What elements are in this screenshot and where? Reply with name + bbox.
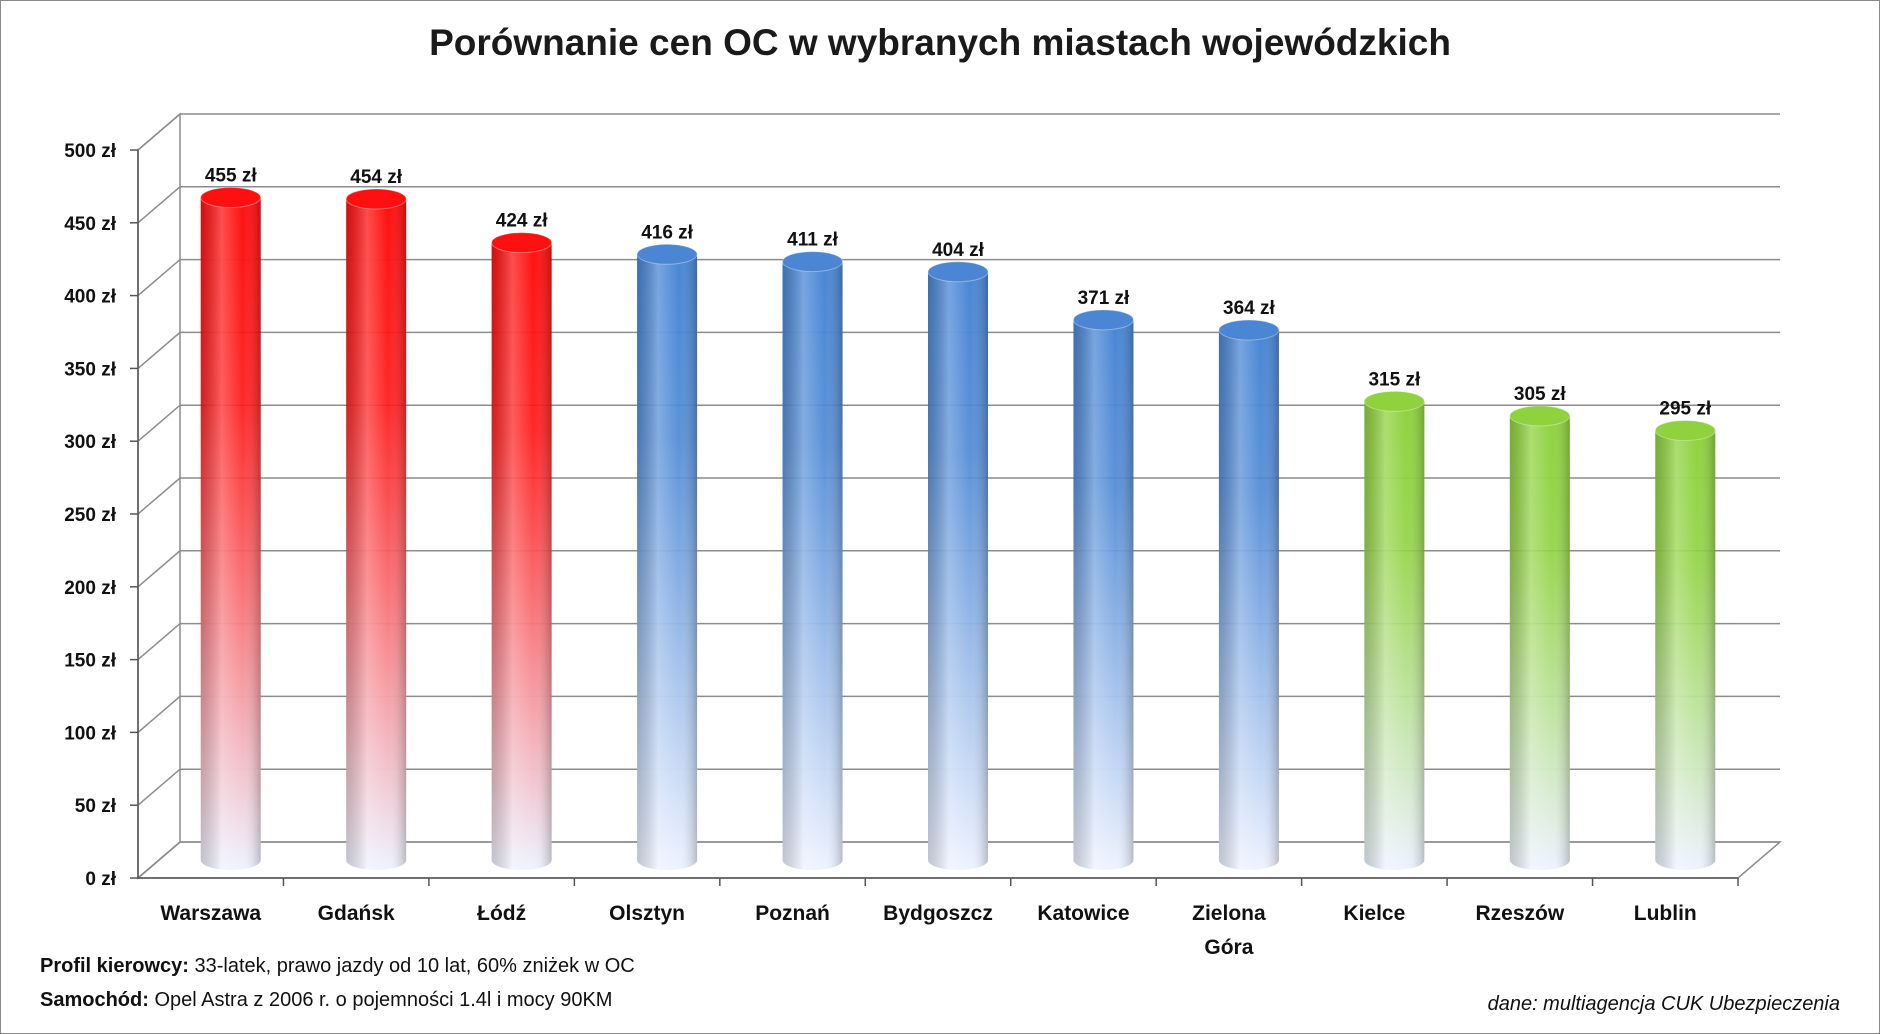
x-tick-label: Zielona	[1192, 902, 1266, 925]
data-label: 305 zł	[1514, 384, 1566, 405]
driver-profile-label: Profil kierowcy:	[40, 955, 189, 977]
data-label: 371 zł	[1078, 288, 1130, 309]
data-label: 424 zł	[496, 211, 548, 232]
x-tick-label: Warszawa	[160, 902, 261, 925]
bar	[782, 251, 844, 871]
car-text: Opel Astra z 2006 r. o pojemności 1.4l i…	[148, 989, 613, 1011]
bar-top	[200, 187, 262, 209]
bar-top	[491, 232, 553, 254]
bar-top	[1509, 405, 1571, 427]
x-tick-label: Łódź	[477, 902, 526, 925]
y-tick-label: 400 zł	[64, 287, 116, 308]
y-tick-label: 0 zł	[85, 869, 116, 890]
x-tick-label: Olsztyn	[609, 902, 685, 925]
driver-profile-text: 33-latek, prawo jazdy od 10 lat, 60% zni…	[188, 955, 635, 977]
bar-top	[1363, 390, 1425, 412]
bar-top	[636, 243, 698, 265]
y-tick-label: 250 zł	[64, 505, 116, 526]
x-tick-label: Bydgoszcz	[883, 902, 993, 925]
y-tick-label: 150 zł	[64, 651, 116, 672]
bar-shading	[346, 198, 407, 870]
bar-shading	[200, 197, 261, 870]
y-tick-label: 50 zł	[75, 796, 117, 817]
data-label: 295 zł	[1659, 398, 1711, 419]
x-tick-label: Gdańsk	[318, 902, 395, 925]
x-tick-label: Góra	[1204, 936, 1253, 959]
x-tick-label: Poznań	[755, 902, 830, 925]
bar-shading	[1073, 319, 1134, 871]
bar-shading	[491, 242, 552, 870]
bar	[1363, 390, 1425, 870]
car-label: Samochód:	[40, 989, 149, 1011]
data-labels: 455 zł 454 zł 424 zł 416 zł 411 zł 404 zł 371 …	[205, 166, 1712, 420]
data-label: 455 zł	[205, 166, 257, 187]
y-tick-label: 500 zł	[64, 141, 116, 162]
bar	[1509, 405, 1571, 870]
x-tick-label: Rzeszów	[1475, 902, 1564, 925]
bar	[491, 232, 553, 870]
bar-shading	[637, 254, 698, 870]
bar	[1072, 309, 1134, 871]
bar-top	[1072, 309, 1134, 331]
y-tick-label: 350 zł	[64, 359, 116, 380]
source-note: dane: multiagencja CUK Ubezpieczenia	[1487, 993, 1840, 1015]
bar-top	[927, 261, 989, 283]
bar-shading	[1218, 330, 1279, 870]
bar	[1218, 319, 1280, 870]
data-label: 315 zł	[1368, 369, 1420, 390]
bar	[636, 243, 698, 870]
y-tick-label: 450 zł	[64, 214, 116, 235]
chart-title: Porównanie cen OC w wybranych miastach w…	[429, 22, 1451, 63]
gridline	[137, 113, 1780, 151]
bar	[200, 187, 262, 870]
data-label: 454 zł	[350, 167, 402, 188]
bar-shading	[782, 261, 843, 871]
bar	[1654, 419, 1716, 870]
gridline	[137, 186, 1780, 224]
data-label: 404 zł	[932, 240, 984, 261]
bar-shading	[1509, 415, 1570, 870]
bar-top	[782, 251, 844, 273]
bar	[927, 261, 989, 870]
driver-profile-note: Profil kierowcy: 33-latek, prawo jazdy o…	[40, 955, 635, 978]
y-tick-label: 300 zł	[64, 432, 116, 453]
gridline	[137, 258, 1780, 297]
data-label: 416 zł	[641, 222, 693, 243]
bar-shading	[1655, 430, 1716, 870]
chart-bars	[200, 187, 1716, 871]
bar-top	[1654, 419, 1716, 441]
x-tick-label: Katowice	[1037, 902, 1129, 925]
bar-top	[345, 188, 407, 210]
x-tick-label: Lublin	[1634, 902, 1697, 925]
y-axis: 0 zł 50 zł 100 zł 150 zł 200 zł 250 zł 300 zł 3…	[64, 141, 139, 890]
x-axis: Warszawa Gdańsk Łódź Olsztyn Poznań Bydgoszcz…	[138, 877, 1739, 959]
bar-shading	[928, 271, 988, 870]
bar-top	[1218, 319, 1280, 341]
car-note: Samochód: Opel Astra z 2006 r. o pojemno…	[40, 989, 612, 1012]
data-label: 364 zł	[1223, 298, 1275, 319]
bar	[345, 188, 407, 870]
x-tick-label: Kielce	[1343, 902, 1405, 925]
bar-shading	[1364, 401, 1425, 870]
y-tick-label: 100 zł	[64, 723, 116, 744]
y-tick-label: 200 zł	[64, 578, 116, 599]
data-label: 411 zł	[787, 230, 838, 251]
